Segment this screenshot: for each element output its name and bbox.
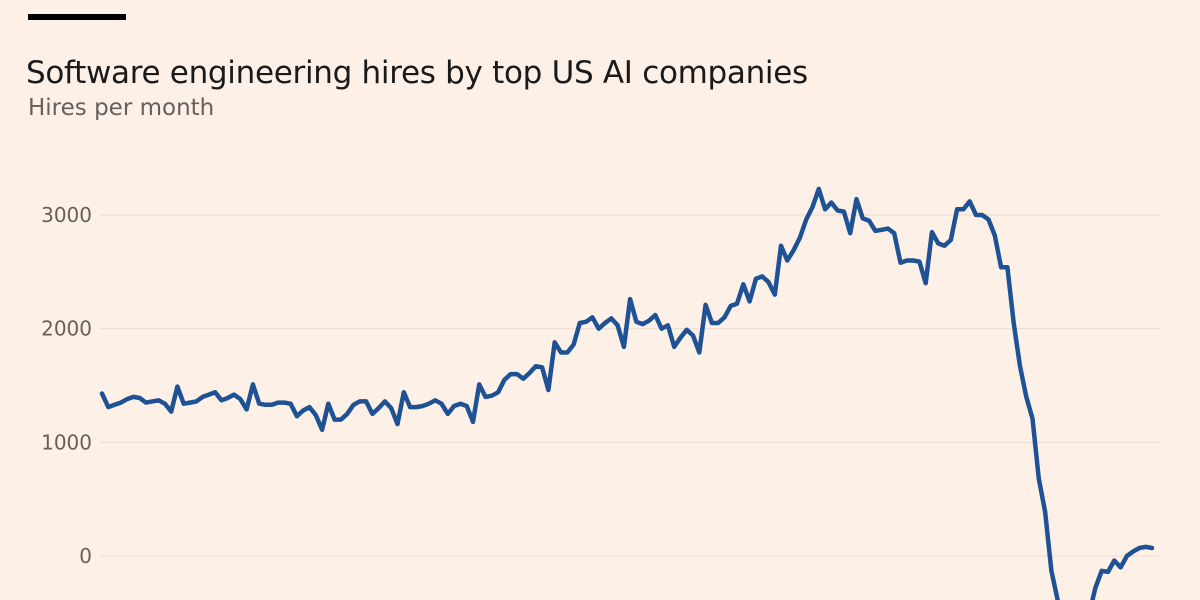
chart-title: Software engineering hires by top US AI … — [26, 54, 808, 91]
y-tick-label-2000: 2000 — [41, 317, 92, 341]
chart-subtitle: Hires per month — [28, 95, 215, 121]
y-tick-label-3000: 3000 — [41, 203, 92, 227]
y-axis-tick-labels: 0 1000 2000 3000 — [41, 203, 92, 568]
y-tick-label-1000: 1000 — [41, 430, 92, 454]
series-layer — [99, 186, 1155, 600]
y-tick-label-0: 0 — [79, 544, 92, 568]
header-rule — [28, 14, 126, 20]
series-line-0 — [99, 186, 1155, 600]
